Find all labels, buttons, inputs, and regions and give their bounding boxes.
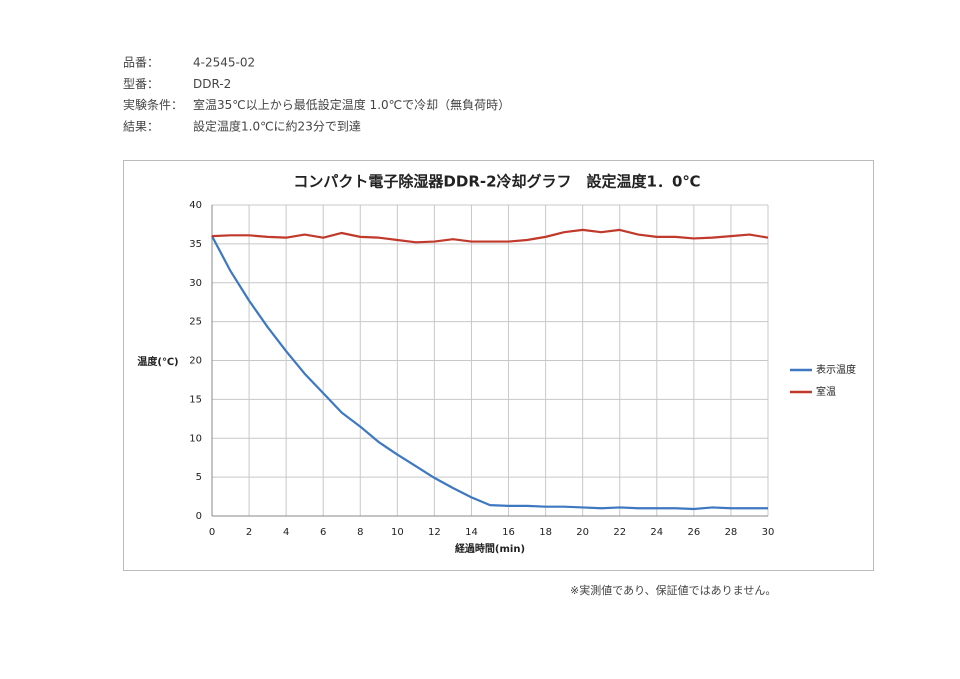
x-tick-label: 0 [209,527,215,538]
x-tick-label: 28 [725,527,738,538]
y-tick-label: 20 [189,356,202,367]
y-axis-label: 温度(℃) [137,355,178,368]
x-tick-label: 14 [465,527,478,538]
header-label: 実験条件： [123,97,183,112]
x-tick-label: 16 [502,527,515,538]
header: 品番： 4-2545-02 型番： DDR-2 実験条件： 室温35℃以上から最低設定温度… [123,56,510,134]
y-tick-label: 15 [189,394,202,405]
x-tick-label: 22 [613,527,626,538]
header-value: 室温35℃以上から最低設定温度 1.0℃で冷却（無負荷時） [193,97,510,112]
y-tick-label: 30 [189,278,202,289]
y-tick-label: 5 [196,472,202,483]
header-label: 結果： [123,119,159,133]
header-label: 型番： [123,77,159,91]
x-tick-label: 24 [650,527,663,538]
series-line [211,235,768,511]
chart-frame [123,160,874,571]
series-line [211,228,769,244]
x-tick-label: 8 [357,527,363,538]
x-tick-label: 20 [576,527,589,538]
x-tick-label: 12 [428,527,441,538]
legend-label: 室温 [816,385,836,398]
x-tick-label: 30 [762,527,775,538]
y-tick-label: 10 [189,433,202,444]
x-tick-label: 6 [320,527,326,538]
y-tick-label: 40 [189,200,202,211]
x-tick-label: 26 [687,527,700,538]
x-tick-label: 10 [391,527,404,538]
header-label: 品番： [123,56,159,70]
y-tick-label: 0 [196,511,202,522]
x-tick-label: 2 [246,527,252,538]
x-tick-label: 18 [539,527,552,538]
header-value: 4-2545-02 [193,56,255,70]
header-value: 設定温度1.0℃に約23分で到達 [193,118,361,133]
x-tick-label: 4 [283,527,289,538]
x-axis-label: 経過時間(min) [455,542,525,555]
chart-title: コンパクト電子除湿器DDR-2冷却グラフ 設定温度1．0℃ [293,173,700,191]
header-value: DDR-2 [193,77,231,91]
y-tick-label: 35 [189,239,202,250]
footnote: ※実測値であり、保証値ではありません。 [570,583,776,597]
legend-label: 表示温度 [816,363,856,376]
y-tick-label: 25 [189,317,202,328]
